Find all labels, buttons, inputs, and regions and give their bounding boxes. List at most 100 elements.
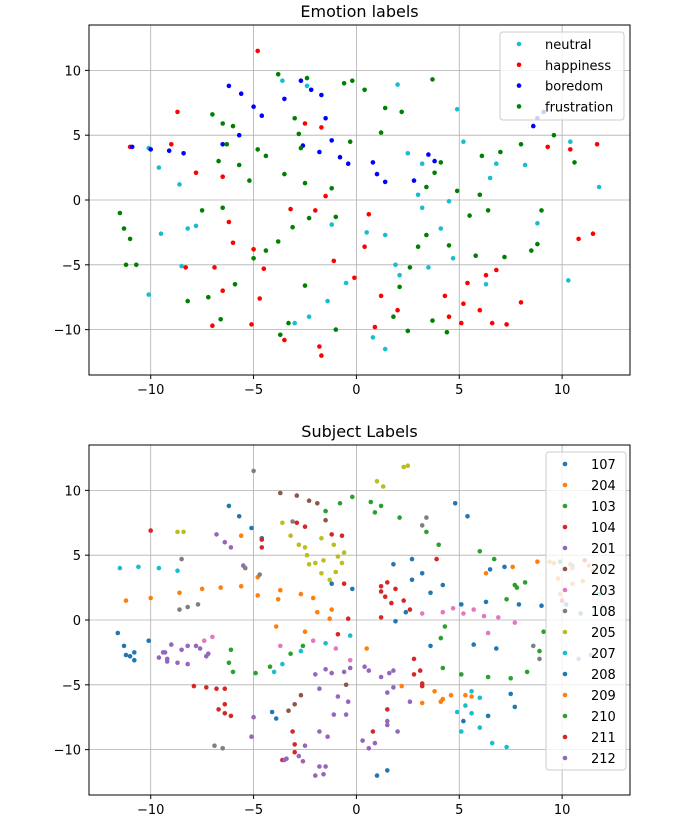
data-point xyxy=(236,514,242,519)
data-point xyxy=(489,320,495,326)
data-point xyxy=(535,221,540,226)
data-point xyxy=(302,545,308,550)
data-point xyxy=(323,193,328,199)
data-point xyxy=(253,670,258,676)
data-point xyxy=(160,650,166,655)
data-point xyxy=(319,353,324,358)
data-point xyxy=(407,265,413,270)
series-201 xyxy=(162,532,594,777)
series-107 xyxy=(115,501,518,778)
y-tick-label: 10 xyxy=(64,64,81,79)
data-point xyxy=(185,661,190,667)
data-point xyxy=(485,713,491,719)
data-point xyxy=(251,104,256,109)
data-point xyxy=(459,320,464,326)
data-point xyxy=(461,139,466,144)
data-point xyxy=(282,96,287,102)
data-point xyxy=(247,178,252,183)
data-point xyxy=(477,549,483,554)
series-210 xyxy=(226,580,546,681)
data-point xyxy=(117,565,123,571)
data-point xyxy=(380,484,386,489)
data-point xyxy=(280,661,285,667)
data-point xyxy=(397,515,402,520)
data-point xyxy=(251,247,256,252)
data-point xyxy=(432,689,437,694)
data-point xyxy=(442,624,448,629)
data-point xyxy=(313,773,318,778)
data-point xyxy=(238,584,244,589)
data-point xyxy=(539,603,544,608)
series-neutral xyxy=(146,78,602,352)
data-point xyxy=(463,692,468,698)
data-point xyxy=(459,729,464,734)
x-tick-label: 5 xyxy=(455,383,463,398)
data-point xyxy=(374,773,380,778)
data-point xyxy=(372,324,378,330)
data-point xyxy=(323,641,328,646)
data-point xyxy=(502,564,507,570)
data-point xyxy=(378,293,384,299)
chart-title: Emotion labels xyxy=(300,2,418,21)
data-point xyxy=(485,208,491,213)
data-point xyxy=(222,539,228,545)
data-point xyxy=(419,523,425,528)
data-point xyxy=(175,660,180,666)
data-point xyxy=(434,556,439,562)
legend-label: 104 xyxy=(591,521,616,536)
data-point xyxy=(452,501,458,506)
legend-marker xyxy=(562,461,568,467)
data-point xyxy=(298,692,304,698)
data-point xyxy=(576,236,581,242)
data-point xyxy=(409,556,415,562)
legend-label: 202 xyxy=(591,563,616,578)
data-point xyxy=(405,328,411,334)
data-point xyxy=(280,520,285,526)
legend-marker xyxy=(562,671,568,677)
data-point xyxy=(317,764,322,769)
legend-label: boredom xyxy=(545,80,603,95)
data-point xyxy=(228,545,234,550)
data-point xyxy=(545,144,550,150)
data-point xyxy=(280,78,285,83)
data-point xyxy=(323,116,328,121)
data-point xyxy=(290,224,295,230)
data-point xyxy=(419,205,425,211)
data-point xyxy=(461,718,466,724)
data-point xyxy=(259,545,265,550)
data-point xyxy=(226,219,232,225)
legend-label: 209 xyxy=(591,689,616,704)
data-point xyxy=(317,344,322,349)
data-point xyxy=(438,699,444,704)
data-point xyxy=(123,598,129,603)
data-point xyxy=(347,139,353,144)
data-point xyxy=(360,738,365,743)
data-point xyxy=(426,152,431,157)
data-point xyxy=(391,685,396,690)
data-point xyxy=(430,77,435,82)
series-frustration xyxy=(117,72,577,338)
data-point xyxy=(485,630,491,636)
legend-marker xyxy=(562,587,568,593)
data-point xyxy=(387,670,392,676)
data-point xyxy=(300,643,306,649)
y-tick-label: −5 xyxy=(62,259,81,274)
data-point xyxy=(278,490,283,496)
data-point xyxy=(214,686,219,691)
legend-marker xyxy=(562,608,568,614)
data-point xyxy=(537,648,542,654)
data-point xyxy=(331,712,337,717)
data-point xyxy=(251,468,256,474)
data-point xyxy=(329,532,335,537)
data-point xyxy=(220,746,225,751)
data-point xyxy=(382,179,388,185)
data-point xyxy=(524,669,530,675)
data-point xyxy=(343,682,349,688)
x-tick-label: −5 xyxy=(244,803,263,818)
y-tick-label: 5 xyxy=(73,129,81,144)
data-point xyxy=(372,510,378,515)
data-point xyxy=(313,672,318,677)
data-point xyxy=(197,646,203,651)
data-point xyxy=(216,158,221,164)
data-point xyxy=(313,208,318,213)
